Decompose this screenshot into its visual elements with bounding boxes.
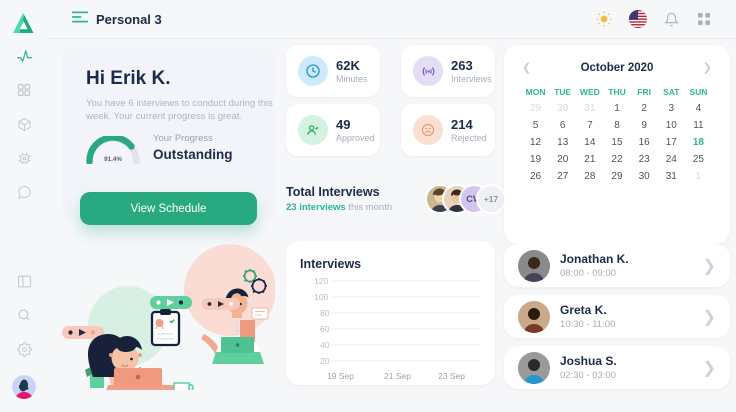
svg-text:23 Sep: 23 Sep [438, 371, 465, 381]
svg-text:19 Sep: 19 Sep [327, 371, 354, 381]
svg-text:21 Sep: 21 Sep [384, 371, 411, 381]
svg-text:91.4%: 91.4% [104, 156, 122, 163]
svg-text:120: 120 [314, 277, 328, 286]
svg-text:40: 40 [320, 340, 330, 350]
svg-text:100: 100 [314, 292, 328, 302]
svg-text:60: 60 [320, 324, 330, 334]
svg-text:20: 20 [320, 356, 330, 366]
svg-text:80: 80 [320, 308, 330, 318]
